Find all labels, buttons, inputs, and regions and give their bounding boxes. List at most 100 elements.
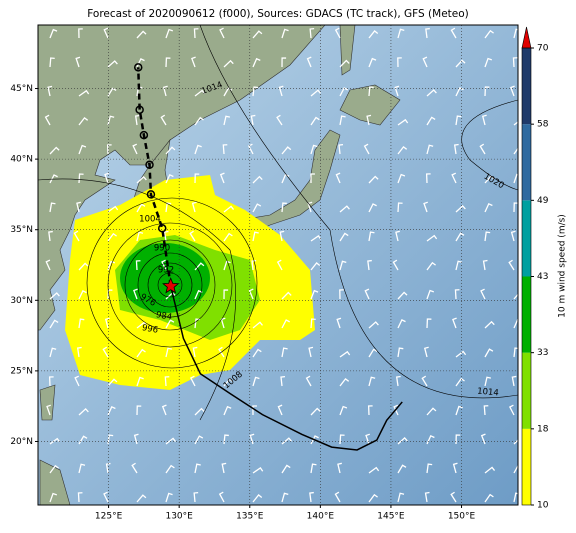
- wind-barb: [423, 346, 429, 358]
- isobar: [137, 252, 203, 318]
- wind-barb: [424, 491, 430, 503]
- wind-barb: [44, 114, 51, 126]
- wind-barb: [513, 464, 518, 474]
- map-area: [38, 25, 518, 505]
- wind-barb: [310, 116, 320, 126]
- wind-barb: [136, 376, 144, 387]
- wind-barb: [252, 86, 259, 97]
- wind-barb: [104, 172, 110, 184]
- wind-barb: [397, 319, 406, 329]
- wind-barb: [223, 260, 231, 271]
- map-title: Forecast of 2020090612 (f000), Sources: …: [87, 8, 469, 20]
- wind-barb: [132, 143, 138, 155]
- wind-barb: [191, 56, 196, 68]
- wind-barb: [280, 375, 286, 387]
- wind-barb: [223, 289, 229, 300]
- wind-barb: [484, 86, 490, 97]
- wind-barb: [106, 144, 112, 155]
- wind-barb: [482, 259, 488, 271]
- wind-barb: [452, 317, 457, 329]
- wind-barb: [161, 259, 167, 271]
- y-tick-label: 30°N: [10, 296, 33, 306]
- wind-barb: [49, 57, 55, 68]
- wind-barb: [281, 28, 289, 39]
- wind-barb: [455, 260, 463, 271]
- wind-barb: [104, 317, 110, 329]
- wind-barb: [395, 375, 401, 387]
- wind-barb: [338, 143, 344, 155]
- wind-barb: [339, 87, 349, 97]
- wind-barb: [219, 172, 225, 184]
- storm-track: [169, 285, 403, 451]
- wind-barb: [510, 230, 516, 242]
- wind-barb: [281, 291, 292, 300]
- track-point: [133, 63, 143, 72]
- wind-barb: [252, 467, 264, 474]
- wind-barb: [339, 350, 351, 358]
- wind-barb: [103, 491, 109, 503]
- wind-barb: [334, 27, 341, 39]
- wind-barb: [78, 318, 85, 329]
- wind-barb: [189, 230, 196, 242]
- wind-barb: [397, 202, 403, 213]
- wind-barb: [281, 146, 292, 155]
- wind-barb: [426, 116, 436, 126]
- isobar-label: 996: [141, 323, 159, 336]
- wind-barb: [425, 27, 430, 39]
- wind-barb: [136, 321, 148, 329]
- x-tick-label: 150°E: [448, 512, 476, 522]
- wind-barb: [397, 145, 408, 155]
- x-tick-label: 135°E: [236, 512, 264, 522]
- wind-barb: [221, 462, 227, 474]
- isobar: [199, 25, 518, 399]
- colorbar-tick-label: 43: [537, 272, 548, 282]
- wind-barb: [339, 59, 350, 68]
- wind-barb: [310, 318, 316, 329]
- wind-barb: [334, 491, 341, 503]
- colorbar-segment: [522, 124, 531, 201]
- isobar-label: 1004: [139, 215, 161, 225]
- wind-barb: [78, 463, 86, 474]
- wind-barb: [107, 115, 115, 126]
- colorbar-tick-label: 18: [537, 424, 549, 434]
- wind-barb: [513, 202, 518, 213]
- wind-barb: [281, 492, 289, 503]
- wind-barb: [223, 59, 234, 68]
- colorbar-label: 10 m wind speed (m/s): [558, 214, 568, 318]
- wind-barb: [368, 376, 376, 387]
- isobar: [147, 262, 193, 308]
- wind-barb: [136, 30, 147, 39]
- wind-barb: [103, 27, 109, 39]
- wind-barb: [136, 203, 146, 213]
- wind-barb: [49, 146, 60, 155]
- isobar-label: 984: [155, 310, 173, 323]
- wind-barb: [194, 407, 205, 416]
- wind-barb: [511, 375, 517, 387]
- wind-barb: [512, 57, 518, 68]
- wind-barb: [455, 405, 463, 416]
- wind-barb: [310, 289, 319, 300]
- taiwan: [39, 384, 56, 421]
- isobar-label: 1014: [477, 387, 499, 399]
- y-tick-label: 35°N: [10, 225, 33, 235]
- wind-barb: [455, 115, 462, 126]
- wind-barb: [223, 434, 229, 445]
- wind-barb: [223, 87, 233, 97]
- colorbar-segment: [522, 200, 531, 277]
- colorbar-segment: [522, 276, 531, 353]
- colorbar-tick-label: 58: [537, 120, 549, 130]
- wind-barb: [46, 404, 52, 416]
- colorbar: 10 18 33 43 49 58 70: [521, 26, 549, 511]
- wind-barb: [223, 405, 232, 416]
- wind-barb: [513, 439, 518, 445]
- isobar: [124, 239, 216, 331]
- wind-barb: [484, 376, 492, 387]
- wind-barb: [48, 230, 53, 242]
- wind-barb: [392, 259, 399, 271]
- wind-barb: [451, 172, 457, 184]
- wind-barb: [252, 175, 263, 184]
- wind-barb: [480, 433, 486, 445]
- wind-barb: [397, 291, 408, 300]
- wind-barb: [278, 85, 284, 97]
- wind-barb: [483, 405, 489, 416]
